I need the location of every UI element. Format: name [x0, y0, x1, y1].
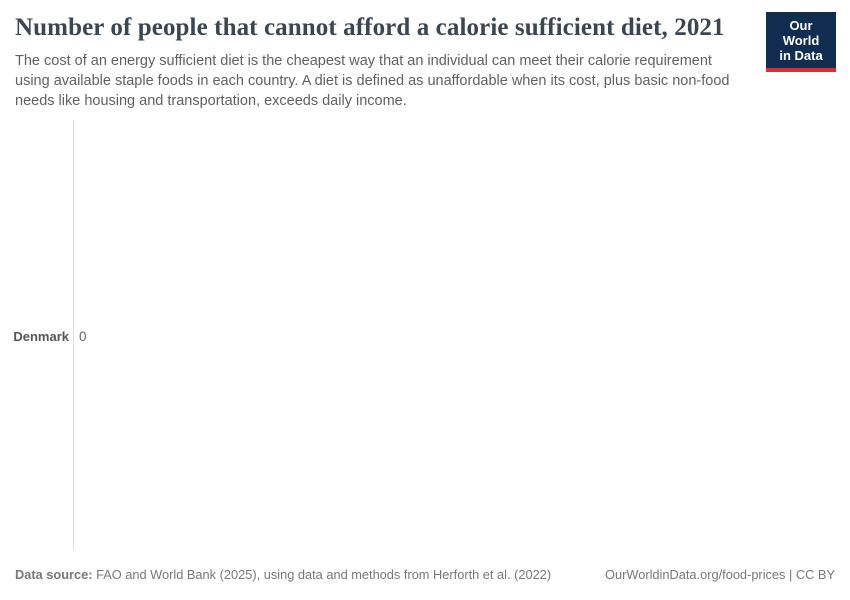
bar-row-denmark: Denmark 0	[0, 328, 850, 345]
owid-logo: Our World in Data	[766, 12, 836, 72]
entity-label: Denmark	[13, 329, 69, 344]
chart-title: Number of people that cannot afford a ca…	[15, 14, 725, 41]
plot-area: Denmark 0	[0, 120, 850, 550]
chart-subtitle: The cost of an energy sufficient diet is…	[15, 53, 730, 109]
license-link: OurWorldinData.org/food-prices | CC BY	[605, 567, 835, 582]
value-label: 0	[79, 329, 87, 344]
chart-footer: Data source: FAO and World Bank (2025), …	[15, 566, 835, 583]
owid-logo-line1: Our World	[782, 18, 820, 48]
y-axis-line	[73, 120, 74, 550]
data-source-note: Data source: FAO and World Bank (2025), …	[15, 566, 551, 583]
owid-logo-line2: in Data	[779, 48, 823, 63]
data-source-text: FAO and World Bank (2025), using data an…	[96, 567, 552, 582]
data-source-label: Data source:	[15, 567, 93, 582]
